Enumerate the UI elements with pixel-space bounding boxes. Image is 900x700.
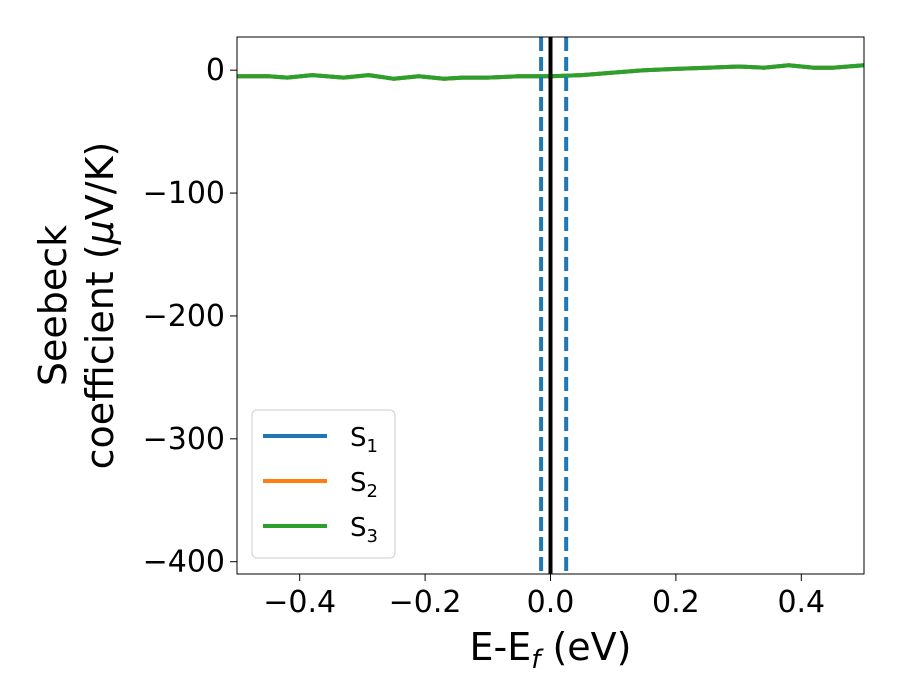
x-tick-label: 0.4 [777,585,825,620]
legend-box [251,409,396,559]
y-tick-label: 0 [206,53,225,88]
axis-ticks: −0.4 −0.2 0.0 0.2 0.4 0 −100 −200 −300 −400 [143,53,826,620]
x-tick-label: 0.0 [527,585,575,620]
x-tick-label: −0.4 [263,585,336,620]
x-tick-label: 0.2 [652,585,700,620]
y-tick-label: −300 [143,422,225,457]
y-tick-label: −200 [143,299,225,334]
x-axis-title: E-Ef (eV) [470,625,632,675]
y-tick-label: −400 [143,545,225,580]
y-axis-title-line2: coefficient (μV/K) [78,142,122,470]
series-line-s3 [237,63,864,81]
legend-label-s1: S1 [350,423,378,457]
x-tick-label: −0.2 [389,585,462,620]
y-tick-label: −100 [143,176,225,211]
y-axis-title: Seebeck coefficient (μV/K) [31,142,122,470]
legend: S1 S2 S3 [251,409,396,559]
y-axis-title-line1: Seebeck [31,225,75,386]
plot-inner [237,37,864,574]
legend-label-s3: S3 [350,513,378,547]
legend-label-s2: S2 [350,468,378,502]
plot-area [237,37,864,574]
